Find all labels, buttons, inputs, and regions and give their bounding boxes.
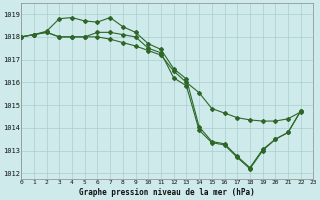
- X-axis label: Graphe pression niveau de la mer (hPa): Graphe pression niveau de la mer (hPa): [79, 188, 255, 197]
